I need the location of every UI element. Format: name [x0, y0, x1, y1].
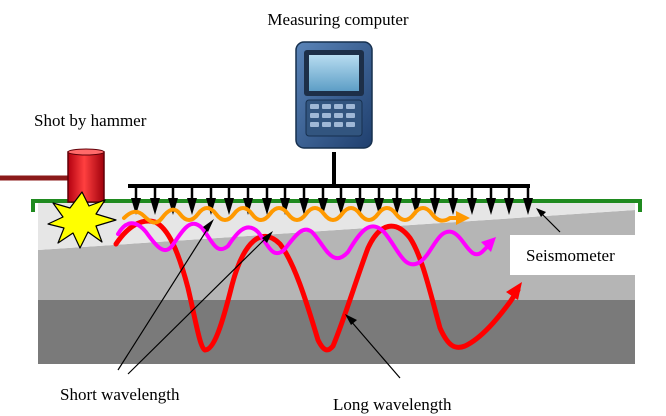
- geophone-icon: [523, 198, 533, 215]
- impact-burst-icon: [47, 191, 117, 249]
- seismometer-pointer-arrowhead: [536, 208, 546, 217]
- measuring-computer-label: Measuring computer: [267, 10, 408, 29]
- geophone-icon: [355, 198, 365, 215]
- long-wavelength-pointer-arrowhead: [262, 231, 273, 243]
- hammer-head-top: [67, 148, 105, 156]
- geophone-icon: [280, 198, 290, 215]
- geophone-icon: [430, 198, 440, 215]
- geophone-icon: [336, 198, 346, 215]
- shot-by-hammer-label: Shot by hammer: [34, 111, 147, 130]
- short-wavelength-label: Short wavelength: [60, 385, 180, 404]
- geophone-icon: [131, 198, 141, 215]
- long-wavelength-pointer: [127, 235, 269, 375]
- layer-top: [38, 203, 635, 250]
- long-wavelength-pointer-right-arrowhead: [345, 314, 357, 325]
- geophone-icon: [448, 198, 458, 215]
- geophone-icon: [467, 198, 477, 215]
- long-wavelength-pointer-right: [349, 319, 401, 379]
- geophone-icon: [504, 198, 514, 215]
- geophone-icon: [168, 198, 178, 215]
- geophone-icon: [224, 198, 234, 215]
- seismometer-label: Seismometer: [526, 246, 615, 265]
- handheld-computer-icon: [295, 41, 373, 149]
- geophone-icon: [374, 198, 384, 215]
- geophone-icon: [411, 198, 421, 215]
- seismometer-array: [128, 152, 533, 215]
- geophone-icon: [486, 198, 496, 215]
- computer-keys: [310, 104, 355, 127]
- seismometer-label-backdrop: [510, 235, 660, 275]
- geophone-icon: [187, 198, 197, 215]
- computer-screen: [309, 55, 359, 91]
- geophone-icon: [299, 198, 309, 215]
- wave-long-arrowhead: [506, 282, 522, 300]
- geophone-icon: [318, 198, 328, 215]
- short-wavelength-pointer-arrowhead: [203, 219, 214, 232]
- seismic-waves: [113, 206, 522, 353]
- hammer-icon: [67, 151, 105, 203]
- wave-medium-arrowhead: [481, 237, 496, 252]
- geophone-icon: [150, 198, 160, 215]
- hammer: [0, 148, 105, 203]
- geophone-icon: [392, 198, 402, 215]
- geophone-icon: [206, 198, 216, 215]
- geophone-icon: [262, 198, 272, 215]
- seismometer-pointer: [539, 211, 561, 233]
- long-wavelength-label: Long wavelength: [333, 395, 452, 414]
- short-wavelength-pointer: [117, 224, 211, 371]
- wave-short: [122, 206, 460, 225]
- geophone-icon: [243, 198, 253, 215]
- wave-long: [113, 218, 521, 353]
- ground-surface-line: [31, 199, 642, 212]
- wave-short-arrowhead: [456, 211, 470, 225]
- annotation-pointers: [117, 208, 561, 379]
- wave-medium: [116, 221, 492, 267]
